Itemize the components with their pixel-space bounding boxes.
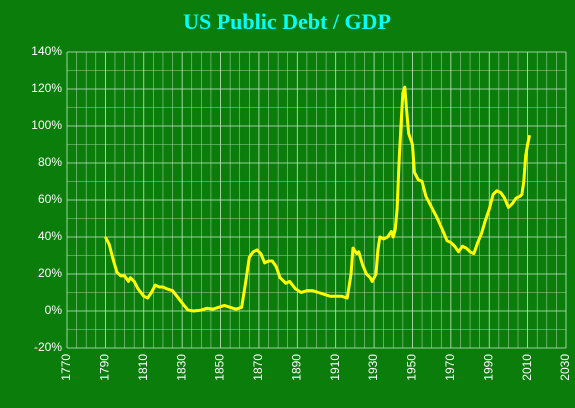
- x-tick-label: 1930: [366, 354, 380, 381]
- y-tick-label: 80%: [38, 155, 62, 169]
- y-tick-label: 100%: [31, 118, 62, 132]
- y-tick-label: -20%: [34, 340, 62, 354]
- x-tick-label: 1790: [98, 354, 112, 381]
- x-tick-label: 2030: [558, 354, 572, 381]
- x-tick-label: 2010: [520, 354, 534, 381]
- x-tick-label: 1770: [59, 354, 73, 381]
- y-tick-label: 40%: [38, 229, 62, 243]
- x-tick-label: 1990: [481, 354, 495, 381]
- chart-title: US Public Debt / GDP: [183, 9, 391, 34]
- y-tick-label: 60%: [38, 192, 62, 206]
- x-tick-label: 1950: [405, 354, 419, 381]
- x-tick-label: 1830: [174, 354, 188, 381]
- x-tick-label: 1810: [136, 354, 150, 381]
- series-line: [104, 85, 532, 313]
- y-tick-label: 20%: [38, 266, 62, 280]
- x-tick-label: 1870: [251, 354, 265, 381]
- y-tick-label: 140%: [31, 44, 62, 58]
- x-tick-label: 1970: [443, 354, 457, 381]
- x-tick-label: 1850: [213, 354, 227, 381]
- x-tick-label: 1910: [328, 354, 342, 381]
- y-tick-label: 0%: [45, 303, 63, 317]
- x-tick-label: 1890: [289, 354, 303, 381]
- y-tick-label: 120%: [31, 81, 62, 95]
